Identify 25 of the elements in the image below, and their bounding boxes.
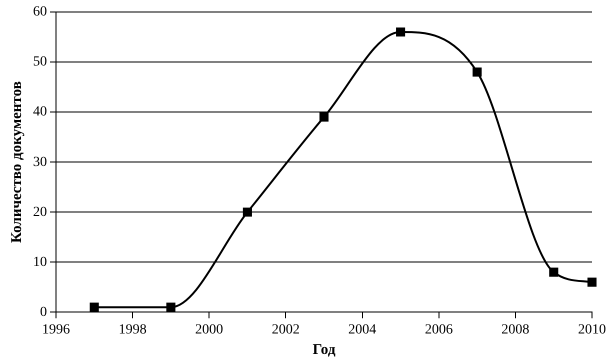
y-tick-label: 30 (33, 154, 47, 170)
y-tick-label: 60 (33, 4, 47, 20)
y-tick-label: 20 (33, 204, 47, 220)
y-tick-label: 50 (33, 54, 47, 70)
x-axis-title: Год (312, 342, 336, 358)
point (319, 112, 329, 122)
point (242, 208, 252, 217)
x-tick-label: 2006 (424, 322, 453, 338)
x-tick-label: 2010 (578, 322, 606, 338)
point (587, 278, 597, 287)
x-tick-label: 2002 (272, 322, 300, 338)
y-axis-title: Количество документов (8, 81, 25, 244)
point (549, 268, 558, 277)
x-tick-label: 2004 (348, 322, 376, 338)
x-tick-label: 1996 (42, 322, 70, 338)
y-tick-label: 10 (33, 254, 47, 270)
x-tick-label: 2000 (195, 322, 224, 338)
point (396, 27, 406, 37)
y-tick-label: 40 (33, 104, 47, 120)
x-tick-label: 1998 (118, 322, 147, 338)
point (166, 302, 176, 312)
point (90, 302, 99, 312)
y-tick-label: 0 (40, 304, 47, 320)
point (472, 68, 482, 77)
x-tick-label: 2008 (501, 322, 530, 338)
